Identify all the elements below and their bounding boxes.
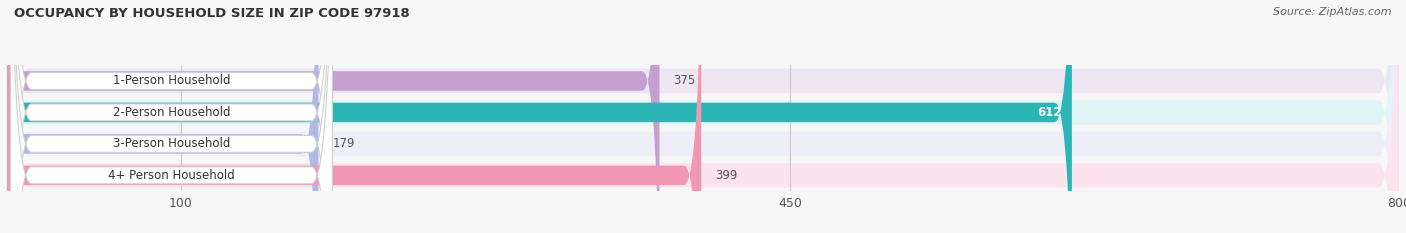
FancyBboxPatch shape (7, 0, 659, 233)
FancyBboxPatch shape (10, 0, 332, 233)
Text: Source: ZipAtlas.com: Source: ZipAtlas.com (1274, 7, 1392, 17)
Text: 179: 179 (332, 137, 354, 150)
FancyBboxPatch shape (7, 0, 1399, 233)
Text: OCCUPANCY BY HOUSEHOLD SIZE IN ZIP CODE 97918: OCCUPANCY BY HOUSEHOLD SIZE IN ZIP CODE … (14, 7, 409, 20)
Text: 1-Person Household: 1-Person Household (112, 75, 231, 87)
FancyBboxPatch shape (10, 0, 332, 233)
FancyBboxPatch shape (7, 0, 319, 233)
FancyBboxPatch shape (7, 0, 1399, 233)
FancyBboxPatch shape (7, 0, 702, 233)
Text: 399: 399 (716, 169, 738, 182)
Text: 4+ Person Household: 4+ Person Household (108, 169, 235, 182)
Text: 375: 375 (673, 75, 696, 87)
Text: 2-Person Household: 2-Person Household (112, 106, 231, 119)
FancyBboxPatch shape (7, 0, 1399, 233)
FancyBboxPatch shape (10, 0, 332, 233)
FancyBboxPatch shape (10, 0, 332, 233)
FancyBboxPatch shape (7, 0, 1399, 233)
Text: 612: 612 (1036, 106, 1062, 119)
Text: 3-Person Household: 3-Person Household (112, 137, 231, 150)
FancyBboxPatch shape (7, 0, 1071, 233)
